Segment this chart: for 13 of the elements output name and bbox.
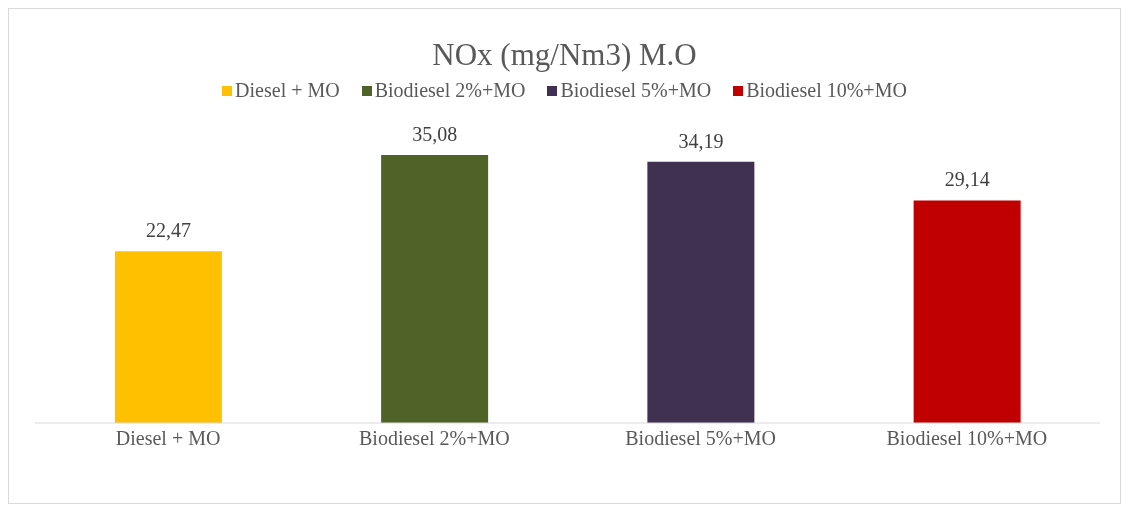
- x-tick-label: Biodiesel 5%+MO: [625, 427, 776, 450]
- x-tick-label: Diesel + MO: [115, 427, 221, 450]
- x-tick-label: Biodiesel 10%+MO: [886, 427, 1048, 450]
- chart-title: NOx (mg/Nm3) M.O: [431, 37, 698, 73]
- data-label: 22,47: [145, 219, 191, 242]
- legend-label: Biodiesel 2%+MO: [373, 79, 526, 102]
- legend-label: Diesel + MO: [234, 79, 340, 102]
- data-label: 34,19: [678, 129, 724, 152]
- legend-label: Biodiesel 5%+MO: [559, 79, 712, 102]
- x-tick-label: Biodiesel 2%+MO: [359, 427, 510, 450]
- legend-label: Biodiesel 10%+MO: [745, 79, 907, 102]
- data-label: 35,08: [412, 123, 458, 146]
- data-label: 29,14: [944, 168, 990, 191]
